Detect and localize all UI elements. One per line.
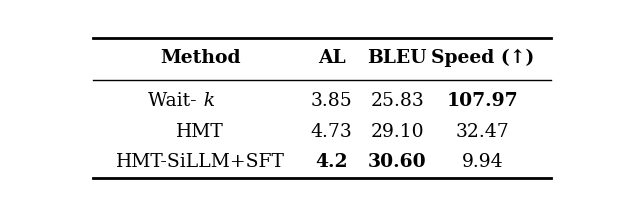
Text: 29.10: 29.10: [371, 123, 424, 141]
Text: 4.2: 4.2: [315, 153, 348, 171]
Text: 25.83: 25.83: [371, 92, 424, 110]
Text: 9.94: 9.94: [462, 153, 503, 171]
Text: HMT-SiLLM+SFT: HMT-SiLLM+SFT: [116, 153, 284, 171]
Text: 107.97: 107.97: [447, 92, 518, 110]
Text: HMT: HMT: [176, 123, 224, 141]
Text: Method: Method: [160, 49, 241, 67]
Text: 4.73: 4.73: [311, 123, 352, 141]
Text: Wait-: Wait-: [148, 92, 200, 110]
Text: k: k: [200, 92, 215, 110]
Text: 30.60: 30.60: [368, 153, 426, 171]
Text: AL: AL: [318, 49, 345, 67]
Text: 32.47: 32.47: [455, 123, 509, 141]
Text: 3.85: 3.85: [311, 92, 352, 110]
Text: Speed (↑): Speed (↑): [431, 49, 534, 67]
Text: BLEU: BLEU: [367, 49, 427, 67]
